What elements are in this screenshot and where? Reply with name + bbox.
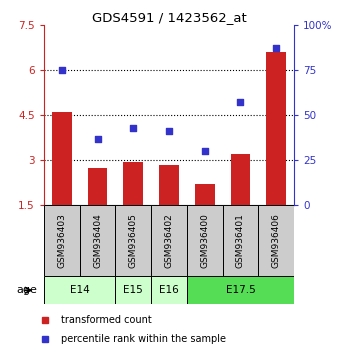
Text: transformed count: transformed count bbox=[61, 315, 152, 325]
Point bbox=[238, 99, 243, 105]
Point bbox=[166, 129, 172, 134]
Text: age: age bbox=[16, 285, 37, 295]
Point bbox=[202, 148, 208, 154]
Text: GSM936404: GSM936404 bbox=[93, 213, 102, 268]
Bar bbox=[266, 52, 286, 251]
Text: percentile rank within the sample: percentile rank within the sample bbox=[61, 333, 226, 344]
Bar bbox=[151, 205, 187, 276]
Bar bbox=[123, 162, 143, 251]
Bar bbox=[187, 276, 294, 304]
Point bbox=[273, 45, 279, 51]
Text: GSM936402: GSM936402 bbox=[165, 213, 173, 268]
Text: E17.5: E17.5 bbox=[225, 285, 255, 295]
Bar bbox=[151, 276, 187, 304]
Bar bbox=[52, 112, 72, 251]
Point bbox=[95, 136, 100, 141]
Text: GSM936405: GSM936405 bbox=[129, 213, 138, 268]
Bar bbox=[231, 154, 250, 251]
Text: GSM936401: GSM936401 bbox=[236, 213, 245, 268]
Title: GDS4591 / 1423562_at: GDS4591 / 1423562_at bbox=[92, 11, 246, 24]
Bar bbox=[115, 205, 151, 276]
Bar bbox=[159, 165, 179, 251]
Bar bbox=[80, 205, 115, 276]
Text: E15: E15 bbox=[123, 285, 143, 295]
Point bbox=[130, 125, 136, 131]
Point bbox=[59, 67, 65, 73]
Bar bbox=[115, 276, 151, 304]
Text: GSM936406: GSM936406 bbox=[272, 213, 281, 268]
Text: E14: E14 bbox=[70, 285, 90, 295]
Text: E16: E16 bbox=[159, 285, 179, 295]
Bar bbox=[44, 205, 80, 276]
Text: GSM936403: GSM936403 bbox=[57, 213, 66, 268]
Bar bbox=[195, 184, 215, 251]
Bar bbox=[44, 276, 115, 304]
Bar bbox=[223, 205, 258, 276]
Text: GSM936400: GSM936400 bbox=[200, 213, 209, 268]
Bar bbox=[258, 205, 294, 276]
Bar bbox=[88, 168, 107, 251]
Bar bbox=[187, 205, 223, 276]
